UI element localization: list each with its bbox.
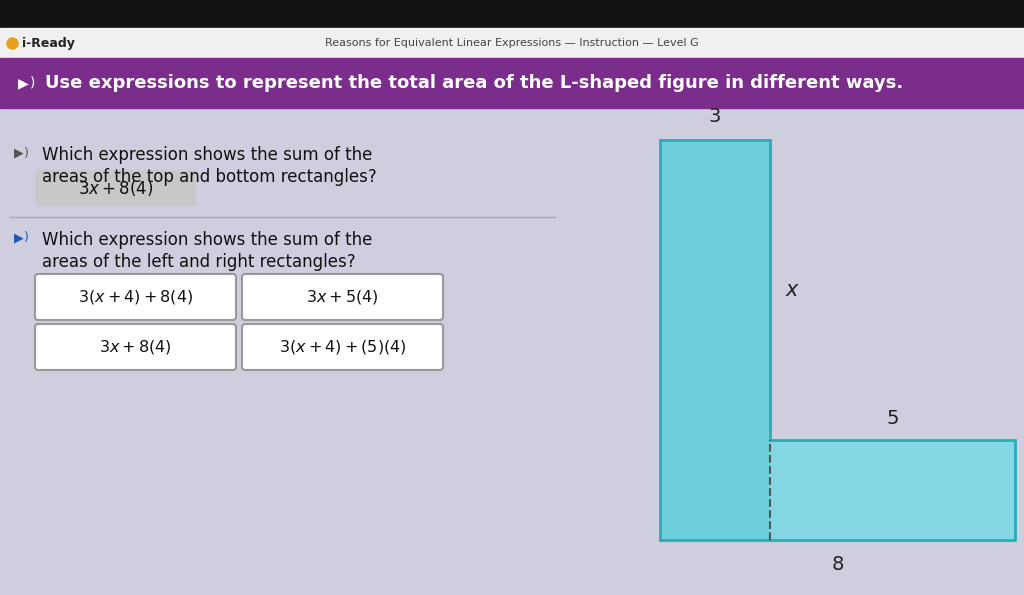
Text: 8: 8 <box>831 555 844 574</box>
Bar <box>0 28 1024 58</box>
Text: ▶: ▶ <box>14 231 24 245</box>
FancyBboxPatch shape <box>242 324 443 370</box>
Text: $3x + 5(4)$: $3x + 5(4)$ <box>306 288 379 306</box>
FancyBboxPatch shape <box>35 170 196 206</box>
Bar <box>770 440 1015 540</box>
Text: Which expression shows the sum of the: Which expression shows the sum of the <box>42 231 373 249</box>
FancyBboxPatch shape <box>35 324 236 370</box>
Text: $3(x + 4) + (5)(4)$: $3(x + 4) + (5)(4)$ <box>279 338 407 356</box>
Text: ▶: ▶ <box>18 76 29 90</box>
Text: $3x + 8(4)$: $3x + 8(4)$ <box>99 338 172 356</box>
Text: Which expression shows the sum of the: Which expression shows the sum of the <box>42 146 373 164</box>
Text: Use expressions to represent the total area of the L-shaped figure in different : Use expressions to represent the total a… <box>45 74 903 92</box>
Bar <box>660 440 770 540</box>
Text: i-Ready: i-Ready <box>22 36 75 49</box>
Text: ▶: ▶ <box>14 146 24 159</box>
Text: ): ) <box>24 231 29 245</box>
Text: ): ) <box>24 146 29 159</box>
Text: areas of the top and bottom rectangles?: areas of the top and bottom rectangles? <box>42 168 377 186</box>
Bar <box>0 0 1024 28</box>
FancyBboxPatch shape <box>35 274 236 320</box>
Text: $3(x + 4) + 8(4)$: $3(x + 4) + 8(4)$ <box>78 288 194 306</box>
Text: $3x + 8(4)$: $3x + 8(4)$ <box>78 178 154 198</box>
Bar <box>0 108 1024 595</box>
Bar <box>660 140 770 540</box>
Text: 5: 5 <box>886 409 899 428</box>
Text: ): ) <box>30 76 36 90</box>
Bar <box>0 58 1024 108</box>
Text: areas of the left and right rectangles?: areas of the left and right rectangles? <box>42 253 355 271</box>
FancyBboxPatch shape <box>242 274 443 320</box>
Text: $x$: $x$ <box>785 280 800 300</box>
Text: Reasons for Equivalent Linear Expressions — Instruction — Level G: Reasons for Equivalent Linear Expression… <box>326 38 698 48</box>
Text: 3: 3 <box>709 107 721 126</box>
